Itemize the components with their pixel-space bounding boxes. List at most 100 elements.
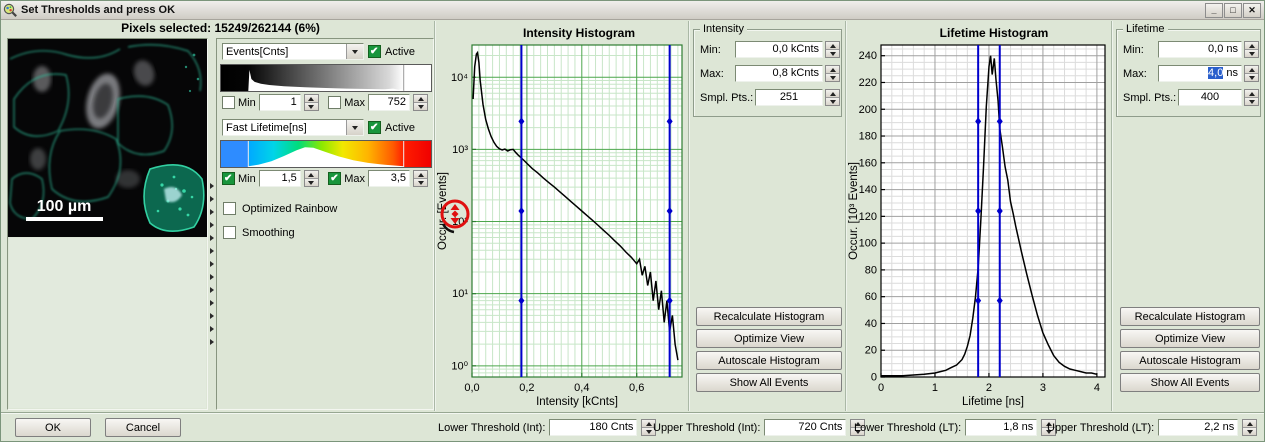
spinner-up-button[interactable] <box>304 171 318 179</box>
channel2-selector[interactable]: Fast Lifetime[ns] <box>222 119 364 136</box>
splitter-arrow-icon <box>210 313 214 319</box>
intensity-groupbox: Intensity Min: 0,0 kCnts Max: 0,8 kCnts … <box>693 23 842 117</box>
channel1-min-spinner[interactable] <box>303 94 319 111</box>
channel1-min-input[interactable]: 1 <box>258 94 301 111</box>
lifetime-show-all-events-button[interactable]: Show All Events <box>1120 373 1260 392</box>
svg-text:3: 3 <box>1040 382 1046 394</box>
channel1-max-checkbox[interactable] <box>328 96 342 109</box>
intensity-smpl-input[interactable]: 251 <box>755 89 823 106</box>
intensity-histogram-plot[interactable]: 10⁰ 10¹ 10² 10³ 10⁴ 0,0 0,2 0,4 0,6 Intensity [kC… <box>436 41 686 408</box>
spinner-down-button[interactable] <box>851 428 865 435</box>
close-button[interactable]: ✕ <box>1243 3 1261 18</box>
spinner-up-button[interactable] <box>1243 420 1257 428</box>
dropdown-arrow-icon[interactable] <box>346 44 363 59</box>
spinner-down-button[interactable] <box>1245 98 1258 105</box>
svg-text:20: 20 <box>865 345 877 357</box>
lifetime-histogram-plot[interactable]: 0 20 40 60 80 100 120 140 160 180 200 220 240 0 1 2 3 4 Li… <box>847 41 1110 408</box>
spinner-up-button[interactable] <box>826 90 839 98</box>
lifetime-autoscale-histogram-button[interactable]: Autoscale Histogram <box>1120 351 1260 370</box>
lifetime-smpl-spinner[interactable] <box>1244 89 1259 106</box>
upper-threshold-int-input[interactable]: 720 Cnts <box>764 419 847 436</box>
spinner-up-button[interactable] <box>1245 42 1258 50</box>
lower-threshold-int-spinner[interactable] <box>641 419 657 436</box>
maximize-button[interactable]: □ <box>1224 3 1242 18</box>
intensity-smpl-spinner[interactable] <box>825 89 840 106</box>
channel1-max-spinner[interactable] <box>413 94 429 111</box>
cancel-button[interactable]: Cancel <box>105 418 181 437</box>
spinner-up-button[interactable] <box>414 95 428 103</box>
events-lut-gradient-bar[interactable] <box>220 64 432 92</box>
svg-text:10²: 10² <box>452 216 468 228</box>
channel1-min-checkbox[interactable] <box>222 96 235 109</box>
intensity-max-spinner[interactable] <box>825 65 840 82</box>
lifetime-smpl-input[interactable]: 400 <box>1178 89 1242 106</box>
optimized-rainbow-checkbox[interactable] <box>223 202 236 215</box>
spinner-down-button[interactable] <box>414 103 428 110</box>
title-bar[interactable]: Set Thresholds and press OK _ □ ✕ <box>1 1 1264 20</box>
spinner-down-button[interactable] <box>826 98 839 105</box>
lower-threshold-int-input[interactable]: 180 Cnts <box>549 419 638 436</box>
lifetime-lut-gradient-bar[interactable] <box>220 140 432 168</box>
lifetime-max-spinner[interactable] <box>1244 65 1259 82</box>
intensity-x-axis-label: Intensity [kCnts] <box>536 396 618 408</box>
channel1-selector[interactable]: Events[Cnts] <box>222 43 364 60</box>
intensity-recalculate-histogram-button[interactable]: Recalculate Histogram <box>696 307 842 326</box>
spinner-down-button[interactable] <box>1245 74 1258 81</box>
spinner-down-button[interactable] <box>1245 50 1258 57</box>
upper-threshold-int-label: Upper Threshold (Int): <box>653 421 761 434</box>
channel2-min-checkbox[interactable] <box>222 172 235 185</box>
channel2-max-input[interactable]: 3,5 <box>367 170 411 187</box>
intensity-show-all-events-button[interactable]: Show All Events <box>696 373 842 392</box>
lifetime-min-spinner[interactable] <box>1244 41 1259 58</box>
upper-threshold-lt-spinner[interactable] <box>1242 419 1258 436</box>
upper-threshold-lt-input[interactable]: 2,2 ns <box>1158 419 1239 436</box>
channel2-max-spinner[interactable] <box>413 170 429 187</box>
intensity-min-spinner[interactable] <box>825 41 840 58</box>
pixels-selected-header: Pixels selected: 15249/262144 (6%) <box>121 21 320 35</box>
channel1-active-checkbox[interactable] <box>368 45 381 58</box>
spinner-up-button[interactable] <box>414 171 428 179</box>
svg-text:1: 1 <box>932 382 938 394</box>
panel-splitter[interactable] <box>208 38 216 410</box>
spinner-up-button[interactable] <box>826 66 839 74</box>
intensity-max-input[interactable]: 0,8 kCnts <box>735 65 823 82</box>
spinner-down-button[interactable] <box>642 428 656 435</box>
spinner-down-button[interactable] <box>1042 428 1056 435</box>
lifetime-recalculate-histogram-button[interactable]: Recalculate Histogram <box>1120 307 1260 326</box>
channel2-min-spinner[interactable] <box>303 170 319 187</box>
channel2-min-input[interactable]: 1,5 <box>258 170 301 187</box>
lifetime-min-input[interactable]: 0,0 ns <box>1158 41 1242 58</box>
svg-text:0,6: 0,6 <box>629 382 644 394</box>
lower-threshold-lt-input[interactable]: 1,8 ns <box>965 419 1038 436</box>
intensity-max-label: Max: <box>700 67 724 80</box>
upper-threshold-int-spinner[interactable] <box>850 419 866 436</box>
intensity-autoscale-histogram-button[interactable]: Autoscale Histogram <box>696 351 842 370</box>
spinner-up-button[interactable] <box>1245 90 1258 98</box>
spinner-down-button[interactable] <box>304 179 318 186</box>
spinner-up-button[interactable] <box>1245 66 1258 74</box>
lifetime-max-input[interactable]: 4,0 ns <box>1158 65 1242 82</box>
spinner-down-button[interactable] <box>414 179 428 186</box>
smoothing-checkbox[interactable] <box>223 226 236 239</box>
section-separator <box>845 21 847 411</box>
ok-button[interactable]: OK <box>15 418 91 437</box>
channel2-max-checkbox[interactable] <box>328 172 342 185</box>
spinner-down-button[interactable] <box>826 74 839 81</box>
minimize-button[interactable]: _ <box>1205 3 1223 18</box>
lifetime-optimize-view-button[interactable]: Optimize View <box>1120 329 1260 348</box>
intensity-min-input[interactable]: 0,0 kCnts <box>735 41 823 58</box>
upper-threshold-lt-label: Upper Threshold (LT): <box>1047 421 1155 434</box>
lower-threshold-lt-spinner[interactable] <box>1041 419 1057 436</box>
channel1-max-input[interactable]: 752 <box>367 94 411 111</box>
dropdown-arrow-icon[interactable] <box>346 120 363 135</box>
spinner-down-button[interactable] <box>1243 428 1257 435</box>
spinner-down-button[interactable] <box>826 50 839 57</box>
channel2-selector-value: Fast Lifetime[ns] <box>226 121 307 134</box>
spinner-down-button[interactable] <box>304 103 318 110</box>
channel2-active-checkbox[interactable] <box>368 121 381 134</box>
app-icon <box>3 3 17 17</box>
spinner-up-button[interactable] <box>304 95 318 103</box>
intensity-optimize-view-button[interactable]: Optimize View <box>696 329 842 348</box>
svg-text:60: 60 <box>865 291 877 303</box>
spinner-up-button[interactable] <box>826 42 839 50</box>
